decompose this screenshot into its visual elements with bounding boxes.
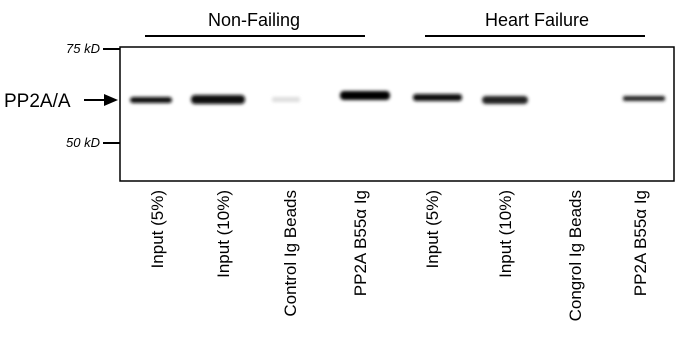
group-label: Non-Failing (208, 10, 300, 30)
group-label: Heart Failure (485, 10, 589, 30)
lane-label: Control Ig Beads (281, 190, 300, 317)
band (482, 96, 528, 104)
lane-label: PP2A B55α Ig (351, 190, 370, 296)
figure: Non-Failing Heart Failure 75 kD 50 kD PP… (0, 0, 675, 353)
marker-label: 75 kD (66, 41, 100, 56)
lane-label: Congrol Ig Beads (566, 190, 585, 321)
band (413, 94, 462, 101)
arrow-head (104, 94, 118, 106)
lane-label: Input (10%) (214, 190, 233, 278)
lane-label: Input (5%) (148, 190, 167, 268)
lane-label: Input (5%) (423, 190, 442, 268)
band-label: PP2A/A (4, 91, 71, 112)
lane-label: PP2A B55α Ig (631, 190, 650, 296)
band (623, 96, 665, 101)
lane-labels: Input (5%) Input (10%) Control Ig Beads PP2… (148, 190, 650, 321)
band (340, 91, 390, 100)
band (272, 97, 300, 102)
band (130, 97, 172, 103)
lane-label: Input (10%) (496, 190, 515, 278)
marker-label: 50 kD (66, 135, 100, 150)
band (191, 95, 245, 104)
blot (120, 47, 674, 181)
